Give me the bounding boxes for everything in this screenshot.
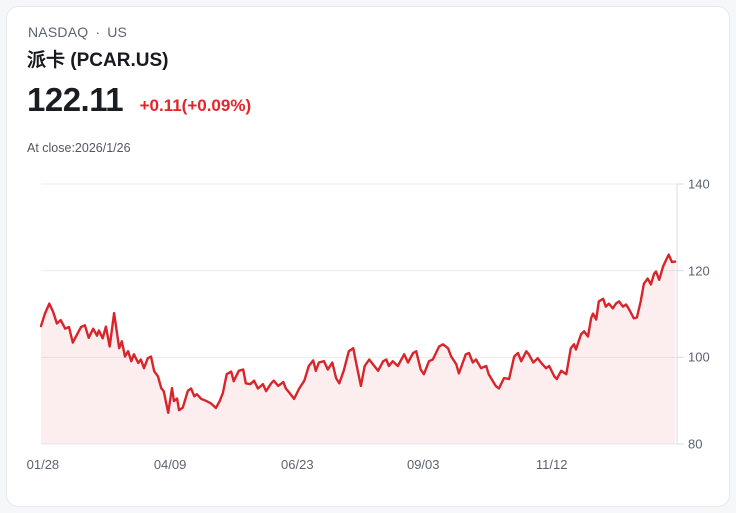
x-axis-label: 04/09 [153,457,187,472]
x-axis-label: 09/03 [406,457,440,472]
x-axis-label: 01/28 [26,457,60,472]
price-line [39,253,677,414]
price-row: 122.11 +0.11(+0.09%) [27,81,251,119]
x-axis-label: 11/12 [535,457,568,472]
x-axis-label: 06/23 [281,457,314,472]
y-axis-label: 80 [688,436,703,452]
market-label: US [107,24,128,40]
stock-title: 派卡 (PCAR.US) [27,50,169,71]
exchange-label: NASDAQ [28,24,89,40]
y-axis-label: 140 [688,176,710,192]
as-of-date: At close:2026/1/26 [27,141,131,155]
price-change: +0.11(+0.09%) [139,96,252,115]
separator-dot: · [95,24,101,40]
last-price: 122.11 [27,81,124,118]
price-chart: 140 120 100 80 01/28 04/09 06/23 09/03 11/12 [7,171,731,501]
y-axis-label: 100 [688,349,710,365]
area-fill [41,254,676,444]
y-axis-label: 120 [688,263,710,279]
price-chart-canvas [39,183,684,445]
stock-quote-card: NASDAQ · US 派卡 (PCAR.US) 122.11 +0.11(+0.0… [6,6,730,507]
exchange-market-row: NASDAQ · US [28,24,127,40]
